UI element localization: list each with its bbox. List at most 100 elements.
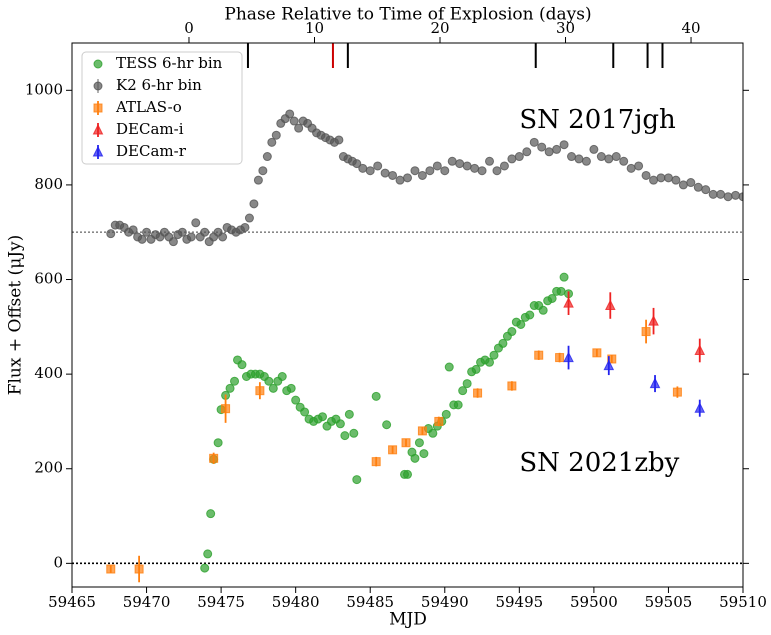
point bbox=[626, 163, 636, 173]
point bbox=[371, 391, 381, 401]
point bbox=[388, 445, 398, 455]
point bbox=[694, 344, 706, 355]
x-tick-label: 59475 bbox=[197, 593, 245, 611]
point bbox=[395, 175, 405, 185]
x-tick-label: 59510 bbox=[719, 593, 767, 611]
point bbox=[498, 338, 508, 348]
point bbox=[358, 163, 368, 173]
point bbox=[537, 142, 547, 152]
legend-label: K2 6-hr bin bbox=[116, 76, 202, 94]
point bbox=[191, 218, 201, 228]
point bbox=[403, 469, 412, 479]
point bbox=[128, 225, 138, 235]
point bbox=[693, 182, 703, 192]
y-tick-label: 1000 bbox=[25, 80, 63, 98]
point bbox=[619, 156, 629, 166]
point bbox=[271, 130, 281, 140]
point bbox=[649, 175, 659, 185]
x-tick-label: 59465 bbox=[48, 593, 96, 611]
point bbox=[556, 286, 566, 296]
point bbox=[641, 327, 651, 337]
point bbox=[559, 272, 569, 282]
point bbox=[352, 475, 362, 485]
point bbox=[285, 109, 295, 119]
point bbox=[462, 379, 472, 389]
point bbox=[237, 360, 247, 370]
point bbox=[401, 438, 411, 448]
point bbox=[106, 229, 116, 239]
point bbox=[258, 166, 268, 176]
point bbox=[485, 156, 495, 166]
y-tick-label: 200 bbox=[34, 459, 63, 477]
point bbox=[529, 137, 539, 147]
x-tick-label: 59485 bbox=[346, 593, 394, 611]
point bbox=[403, 173, 412, 183]
point bbox=[253, 175, 263, 185]
legend-marker bbox=[93, 103, 103, 113]
point bbox=[291, 395, 301, 405]
point bbox=[552, 144, 562, 154]
point bbox=[470, 163, 480, 173]
point bbox=[694, 402, 706, 413]
point bbox=[244, 213, 254, 223]
legend-label: DECam-i bbox=[116, 120, 184, 138]
point bbox=[249, 199, 259, 209]
point bbox=[388, 170, 398, 180]
point bbox=[678, 180, 688, 190]
point bbox=[230, 376, 240, 386]
point bbox=[318, 412, 328, 422]
point bbox=[574, 154, 584, 164]
legend-marker bbox=[92, 145, 104, 157]
point bbox=[428, 428, 438, 438]
point bbox=[289, 116, 299, 126]
point bbox=[607, 354, 617, 364]
point bbox=[200, 563, 210, 573]
point bbox=[534, 350, 544, 360]
point bbox=[738, 192, 743, 202]
x-tick-label: 59490 bbox=[421, 593, 469, 611]
point bbox=[334, 135, 344, 145]
point bbox=[444, 362, 454, 372]
point bbox=[434, 416, 444, 426]
point bbox=[268, 383, 278, 393]
point bbox=[516, 319, 526, 329]
point bbox=[458, 386, 468, 396]
point bbox=[731, 190, 741, 200]
point bbox=[186, 232, 196, 242]
point bbox=[648, 315, 659, 326]
point bbox=[371, 457, 381, 467]
point bbox=[380, 168, 390, 178]
point bbox=[286, 383, 296, 393]
point bbox=[414, 438, 424, 448]
point bbox=[441, 409, 451, 419]
point bbox=[447, 156, 457, 166]
point bbox=[382, 420, 392, 430]
y-tick-label: 800 bbox=[34, 175, 63, 193]
point bbox=[641, 170, 651, 180]
point bbox=[410, 453, 420, 463]
point bbox=[634, 161, 644, 171]
point bbox=[671, 175, 681, 185]
point bbox=[514, 152, 524, 162]
point bbox=[455, 159, 465, 169]
legend-label: ATLAS-o bbox=[115, 98, 182, 116]
point bbox=[672, 387, 682, 397]
point bbox=[592, 348, 602, 358]
point bbox=[417, 426, 427, 436]
point bbox=[471, 364, 481, 374]
point bbox=[218, 232, 228, 242]
point bbox=[723, 192, 733, 202]
x2-tick-label: 10 bbox=[305, 19, 324, 37]
point bbox=[203, 549, 213, 559]
point bbox=[106, 564, 116, 574]
point bbox=[686, 178, 696, 188]
point bbox=[264, 376, 274, 386]
x-tick-label: 59495 bbox=[495, 593, 543, 611]
legend-label: TESS 6-hr bin bbox=[116, 54, 223, 72]
point bbox=[177, 227, 187, 237]
point bbox=[716, 189, 726, 199]
point bbox=[604, 299, 616, 311]
point bbox=[340, 431, 350, 441]
point bbox=[221, 404, 231, 414]
